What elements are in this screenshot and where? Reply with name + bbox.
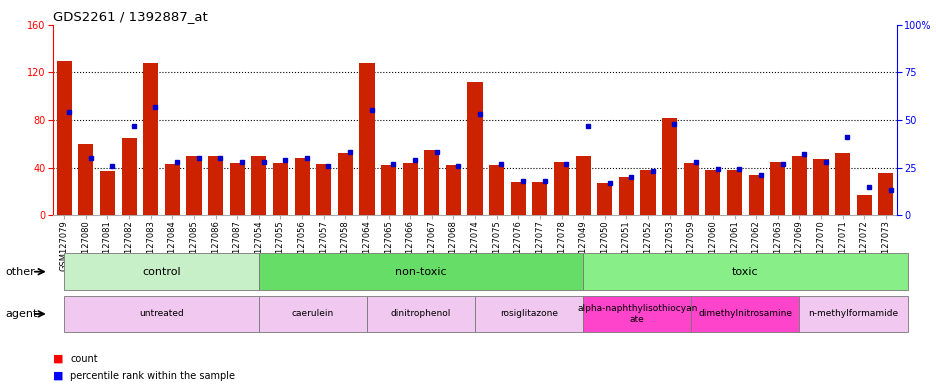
Bar [359, 63, 374, 215]
Bar [79, 144, 94, 215]
Bar [337, 153, 353, 215]
Bar [122, 138, 137, 215]
Bar [489, 165, 504, 215]
Text: toxic: toxic [731, 266, 758, 277]
Bar [424, 150, 439, 215]
Text: alpha-naphthylisothiocyan
ate: alpha-naphthylisothiocyan ate [577, 304, 696, 324]
Bar [56, 61, 72, 215]
Bar [402, 163, 417, 215]
Text: n-methylformamide: n-methylformamide [808, 310, 898, 318]
Text: percentile rank within the sample: percentile rank within the sample [70, 371, 235, 381]
Bar [618, 177, 634, 215]
Bar [229, 163, 244, 215]
Bar [272, 163, 287, 215]
Bar [575, 156, 590, 215]
Bar [834, 153, 849, 215]
Bar [100, 171, 115, 215]
Text: rosiglitazone: rosiglitazone [500, 310, 558, 318]
Bar [251, 156, 266, 215]
Bar [596, 183, 612, 215]
Bar [856, 195, 870, 215]
Bar [381, 165, 396, 215]
Bar [705, 170, 720, 215]
Bar [467, 82, 482, 215]
Text: caerulein: caerulein [291, 310, 333, 318]
Bar [748, 175, 763, 215]
Bar [143, 63, 158, 215]
Text: agent: agent [6, 309, 38, 319]
Bar [812, 159, 827, 215]
Text: other: other [6, 266, 36, 277]
Bar [662, 118, 677, 215]
Bar [532, 182, 547, 215]
Bar [877, 174, 893, 215]
Text: ■: ■ [53, 371, 64, 381]
Text: dimethylnitrosamine: dimethylnitrosamine [697, 310, 792, 318]
Bar [294, 158, 309, 215]
Bar [683, 163, 698, 215]
Text: control: control [142, 266, 181, 277]
Bar [640, 170, 655, 215]
Bar [726, 170, 741, 215]
Text: ■: ■ [53, 354, 64, 364]
Bar [510, 182, 525, 215]
Text: non-toxic: non-toxic [395, 266, 446, 277]
Text: dinitrophenol: dinitrophenol [390, 310, 451, 318]
Bar [553, 162, 568, 215]
Bar [769, 162, 784, 215]
Bar [186, 156, 201, 215]
Text: count: count [70, 354, 97, 364]
Bar [791, 156, 806, 215]
Bar [165, 164, 180, 215]
Bar [446, 165, 461, 215]
Bar [315, 164, 331, 215]
Text: untreated: untreated [139, 310, 183, 318]
Bar [208, 156, 223, 215]
Text: GDS2261 / 1392887_at: GDS2261 / 1392887_at [53, 10, 208, 23]
